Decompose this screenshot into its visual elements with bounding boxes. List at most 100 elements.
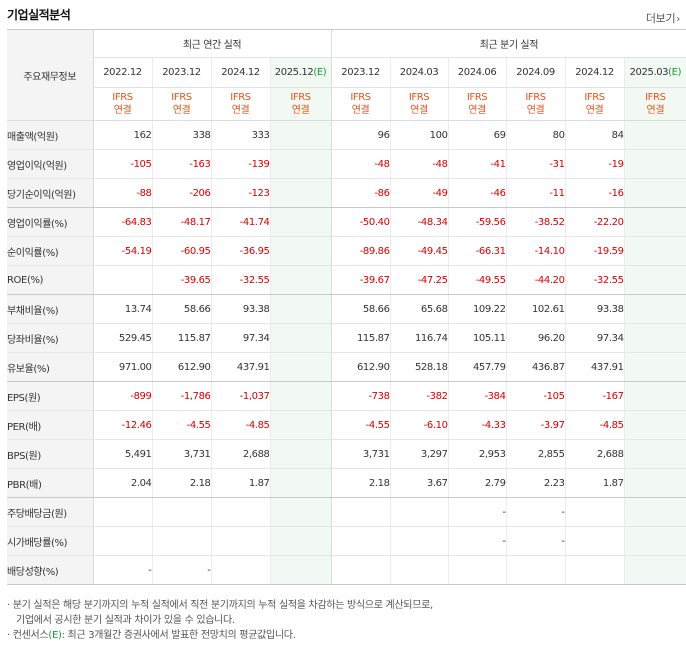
cell-value: - <box>505 497 566 527</box>
row-label: 배당성향(%) <box>7 555 94 585</box>
accounting-bottom: 연결 <box>172 105 191 116</box>
section-title: 기업실적분석 <box>7 8 71 22</box>
cell-value: 105.11 <box>447 323 507 353</box>
cell-value <box>269 120 332 150</box>
cell-value: -50.40 <box>330 207 391 237</box>
cell-value: 2,953 <box>447 439 507 469</box>
cell-value: -382 <box>389 381 449 411</box>
cell-value: 457.79 <box>447 352 507 382</box>
cell-value: 84 <box>564 120 625 150</box>
cell-value <box>447 555 507 585</box>
cell-value: -139 <box>210 149 270 179</box>
table-row: BPS(원) 5,491 3,731 2,688 3,731 3,297 2,953 2,85… <box>7 439 686 469</box>
accounting-top: IFRS <box>171 92 192 103</box>
cell-value: -64.83 <box>93 207 152 237</box>
cell-value <box>269 265 332 295</box>
cell-value: 2,688 <box>210 439 270 469</box>
date-header: 2024.12 <box>210 57 270 88</box>
cell-value <box>269 294 332 324</box>
table-row: 영업이익(억원) -105 -163 -139 -48 -48 -41 -31 -19 <box>7 149 686 179</box>
more-link[interactable]: 더보기› <box>646 10 680 26</box>
cell-value <box>210 526 270 556</box>
cell-value: 338 <box>151 120 211 150</box>
accounting-standard: IFRS 연결 <box>505 87 566 121</box>
cell-value <box>269 497 332 527</box>
accounting-top: IFRS <box>645 92 666 103</box>
cell-value: -738 <box>330 381 391 411</box>
date-header: 2023.12 <box>151 57 211 88</box>
cell-value: 102.61 <box>505 294 566 324</box>
cell-value <box>623 352 686 382</box>
cell-value: -49 <box>389 178 449 208</box>
cell-value: -32.55 <box>564 265 625 295</box>
cell-value: -41.74 <box>210 207 270 237</box>
accounting-bottom: 연결 <box>526 105 545 116</box>
cell-value: - <box>447 497 507 527</box>
quarterly-header: 최근 분기 실적 <box>330 29 686 58</box>
accounting-top: IFRS <box>230 92 251 103</box>
accounting-bottom: 연결 <box>231 105 250 116</box>
label-header: 주요재무정보 <box>7 29 94 121</box>
cell-value: -48.17 <box>151 207 211 237</box>
cell-value: -47.25 <box>389 265 449 295</box>
cell-value <box>389 526 449 556</box>
cell-value <box>564 497 625 527</box>
cell-value <box>269 381 332 411</box>
cell-value: 162 <box>93 120 152 150</box>
accounting-standard: IFRS 연결 <box>269 87 332 121</box>
cell-value: -49.45 <box>389 236 449 266</box>
cell-value: -44.20 <box>505 265 566 295</box>
cell-value <box>623 236 686 266</box>
cell-value: -14.10 <box>505 236 566 266</box>
table-row: 영업이익률(%) -64.83 -48.17 -41.74 -50.40 -48.34 -5… <box>7 207 686 237</box>
cell-value: -4.85 <box>210 410 270 440</box>
cell-value: -4.55 <box>330 410 391 440</box>
cell-value: -48 <box>389 149 449 179</box>
cell-value <box>93 526 152 556</box>
row-label: 영업이익(억원) <box>7 149 94 179</box>
more-label: 더보기 <box>645 12 676 25</box>
cell-value <box>269 468 332 498</box>
notes: · 분기 실적은 해당 분기까지의 누적 실적에서 직전 분기까지의 누적 실적… <box>7 598 433 643</box>
cell-value: -899 <box>93 381 152 411</box>
cell-value: -46 <box>447 178 507 208</box>
row-label: EPS(원) <box>7 381 94 411</box>
cell-value: 115.87 <box>330 323 391 353</box>
cell-value: 1.87 <box>564 468 625 498</box>
cell-value: -12.46 <box>93 410 152 440</box>
accounting-standard: IFRS 연결 <box>210 87 270 121</box>
cell-value: 1.87 <box>210 468 270 498</box>
cell-value <box>151 526 211 556</box>
cell-value: 58.66 <box>151 294 211 324</box>
table-row: 주당배당금(원) - - <box>7 497 686 527</box>
date-header: 2025.12(E) <box>269 57 332 88</box>
cell-value: 437.91 <box>210 352 270 382</box>
cell-value: -163 <box>151 149 211 179</box>
cell-value: -31 <box>505 149 566 179</box>
cell-value: 2.23 <box>505 468 566 498</box>
financial-table: 주요재무정보 최근 연간 실적 최근 분기 실적 2022.12 2023.12 2… <box>7 29 686 585</box>
cell-value <box>623 120 686 150</box>
table-row: ROE(%) -39.65 -32.55 -39.67 -47.25 -49.55 -44.… <box>7 265 686 295</box>
accounting-row: IFRS 연결 IFRS 연결 IFRS 연결 IFRS 연결 IFRS 연결 IFRS 연결 IFRS… <box>7 87 686 121</box>
cell-value: 2,688 <box>564 439 625 469</box>
cell-value: -19.59 <box>564 236 625 266</box>
table-row: 부채비율(%) 13.74 58.66 93.38 58.66 65.68 109.22 10… <box>7 294 686 324</box>
cell-value <box>269 410 332 440</box>
cell-value: -48 <box>330 149 391 179</box>
cell-value: 93.38 <box>210 294 270 324</box>
cell-value: -123 <box>210 178 270 208</box>
date-label: 2023.12 <box>162 67 201 78</box>
annual-header: 최근 연간 실적 <box>93 29 332 58</box>
cell-value <box>623 439 686 469</box>
accounting-bottom: 연결 <box>585 105 604 116</box>
date-header: 2024.09 <box>505 57 566 88</box>
note-line-1: · 분기 실적은 해당 분기까지의 누적 실적에서 직전 분기까지의 누적 실적… <box>7 600 433 611</box>
cell-value: -39.65 <box>151 265 211 295</box>
cell-value: 93.38 <box>564 294 625 324</box>
cell-value: -22.20 <box>564 207 625 237</box>
cell-value: -41 <box>447 149 507 179</box>
note-estimate-mark: (E) <box>48 630 62 641</box>
cell-value: 529.45 <box>93 323 152 353</box>
cell-value <box>623 497 686 527</box>
